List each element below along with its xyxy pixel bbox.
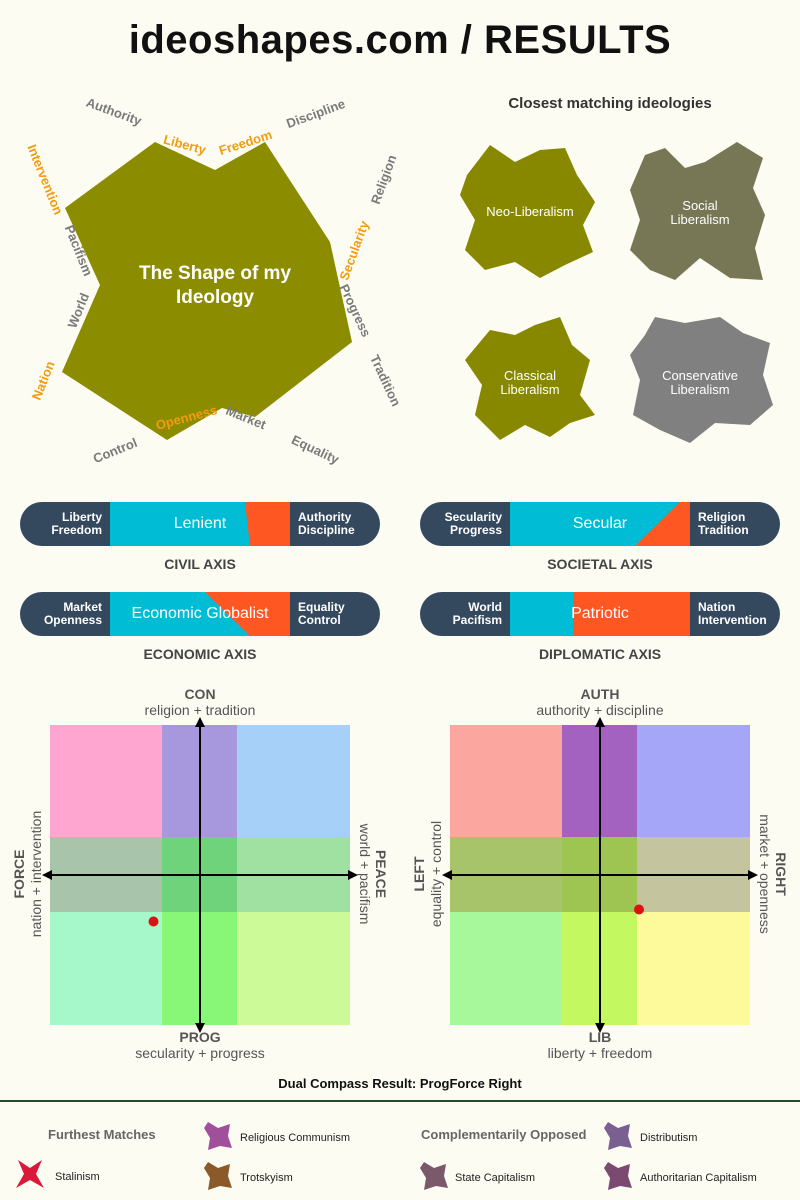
complementarily-opposed-title: Complementarily Opposed	[421, 1127, 587, 1142]
ideology-shape-chart	[62, 142, 352, 440]
civil-axis-bar: Lenient Liberty Freedom Authority Discipli…	[20, 502, 380, 546]
shape-center-title-line1: The Shape of my	[138, 263, 292, 284]
shape-center-title-line2: Ideology	[175, 287, 255, 308]
compass-right-bottom-sub: liberty + freedom	[547, 1045, 653, 1061]
diplomatic-axis-name: DIPLOMATIC AXIS	[538, 646, 662, 662]
economic-left-label: Market Openness	[20, 592, 110, 636]
economic-right-label: Equality Control	[290, 592, 380, 636]
stalinism-icon	[16, 1160, 44, 1188]
societal-left-label: Secularity Progress	[420, 502, 510, 546]
closest-label-1: Neo-Liberalism	[486, 204, 574, 219]
compass-right-top-sub: authority + discipline	[536, 702, 664, 718]
civil-left-label: Liberty Freedom	[20, 502, 110, 546]
compass-left-right-sub: world + pacifism	[357, 823, 373, 925]
furthest-item-religious-communism[interactable]: Religious Communism	[240, 1132, 351, 1144]
closest-shape-4	[630, 317, 773, 443]
societal-right-label: Religion Tradition	[690, 502, 780, 546]
compass-right-dot	[634, 904, 644, 915]
compass-left-left-sub: nation + intervention	[28, 810, 44, 938]
economic-axis-name: ECONOMIC AXIS	[143, 646, 257, 662]
opposed-item-distributism[interactable]: Distributism	[640, 1132, 698, 1144]
ideology-shape	[62, 142, 352, 440]
shape-center-title: The Shape of my Ideology	[95, 262, 335, 310]
closest-label-2: Social Liberalism	[670, 198, 730, 227]
societal-orange-segment	[635, 502, 690, 546]
diplomatic-axis-bar: Patriotic World Pacifism Nation Interventi…	[420, 592, 780, 636]
compass-left-grid	[42, 717, 358, 1033]
dual-compass-result: Dual Compass Result: ProgForce Right	[278, 1076, 522, 1091]
compass-right-top-label: AUTH	[580, 686, 620, 702]
closest-label-4: Conservative Liberalism	[662, 368, 738, 397]
page-title: ideoshapes.com / RESULTS	[128, 18, 672, 62]
diplomatic-right-label: Nation Intervention	[690, 592, 780, 636]
compass-left-left-label: FORCE	[11, 849, 27, 899]
religious-communism-icon	[204, 1122, 232, 1150]
societal-center-label: Secular	[572, 515, 628, 532]
economic-center-label: Economic Globalist	[131, 605, 269, 622]
closest-shape-2	[630, 142, 765, 280]
closest-label-3: Classical Liberalism	[500, 368, 560, 397]
footer-divider	[0, 1100, 800, 1102]
diplomatic-blue-segment	[510, 592, 573, 636]
compass-left-top-label: CON	[184, 686, 216, 702]
diplomatic-center-label: Patriotic	[571, 605, 629, 622]
authoritarian-capitalism-icon	[604, 1162, 632, 1190]
compass-right-right-sub: market + openness	[757, 814, 773, 934]
compass-right-left-sub: equality + control	[428, 820, 444, 928]
economic-orange-segment	[205, 592, 290, 636]
civil-center-label: Lenient	[173, 515, 227, 532]
compass-left-right-label: PEACE	[373, 849, 389, 899]
opposed-item-state-capitalism[interactable]: State Capitalism	[455, 1172, 536, 1184]
civil-axis-name: CIVIL AXIS	[164, 556, 236, 572]
furthest-matches-title: Furthest Matches	[48, 1127, 156, 1142]
compass-left-bottom-sub: secularity + progress	[135, 1045, 265, 1061]
compass-right-grid	[442, 717, 758, 1033]
compass-right-bottom-label: LIB	[588, 1029, 612, 1045]
opposed-item-authoritarian-capitalism[interactable]: Authoritarian Capitalism	[640, 1172, 757, 1184]
societal-axis-bar: Secular Secularity Progress Religion Tradi…	[420, 502, 780, 546]
furthest-item-trotskyism[interactable]: Trotskyism	[240, 1172, 293, 1184]
closest-shape-3	[465, 317, 595, 440]
compass-right-left-label: LEFT	[411, 856, 427, 892]
compass-left-top-sub: religion + tradition	[144, 702, 256, 718]
distributism-icon	[604, 1122, 632, 1150]
closest-shape-1	[460, 145, 595, 278]
diplomatic-left-label: World Pacifism	[420, 592, 510, 636]
state-capitalism-icon	[420, 1162, 448, 1190]
trotskyism-icon	[204, 1162, 232, 1190]
compass-left-dot	[148, 916, 159, 927]
civil-orange-segment	[245, 502, 290, 546]
closest-title: Closest matching ideologies	[508, 95, 712, 112]
furthest-item-stalinism[interactable]: Stalinism	[55, 1171, 100, 1183]
economic-axis-bar: Economic Globalist Market Openness Equali…	[20, 592, 380, 636]
compass-left-bottom-label: PROG	[179, 1029, 221, 1045]
societal-axis-name: SOCIETAL AXIS	[547, 556, 653, 572]
compass-right-right-label: RIGHT	[773, 852, 789, 896]
civil-right-label: Authority Discipline	[290, 502, 380, 546]
